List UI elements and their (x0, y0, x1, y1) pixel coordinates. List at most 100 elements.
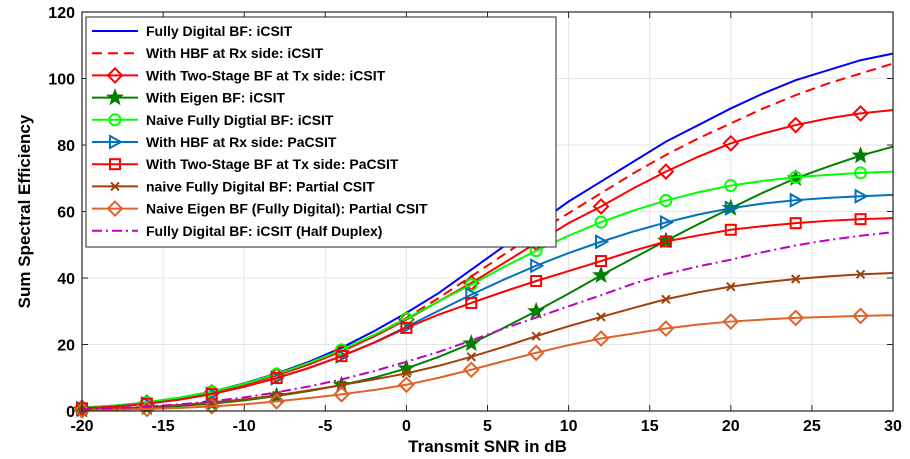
x-tick-label: -15 (152, 418, 175, 435)
data-point (106, 200, 124, 218)
data-point (397, 359, 416, 377)
data-point (722, 313, 740, 330)
x-tick-label: 30 (884, 418, 902, 435)
data-point (531, 331, 541, 341)
data-point (855, 269, 866, 280)
data-point (400, 321, 413, 334)
data-point (462, 361, 480, 379)
x-tick-label: -20 (70, 418, 93, 435)
y-tick-label: 20 (57, 338, 75, 355)
data-point (787, 309, 805, 327)
series-layer (73, 52, 894, 419)
legend-label: With HBF at Rx side: PaCSIT (146, 134, 337, 150)
data-point (108, 113, 122, 127)
data-point (789, 170, 803, 184)
x-tick-label: -10 (233, 418, 256, 435)
legend-item: With Two-Stage BF at Tx side: PaCSIT (92, 156, 399, 172)
data-point (106, 66, 124, 84)
series-7 (76, 213, 894, 415)
data-point (852, 104, 869, 122)
legend-label: naive Fully Digital BF: Partial CSIT (146, 178, 375, 194)
legend-item: Fully Digital BF: iCSIT (92, 23, 293, 39)
series-10 (81, 231, 894, 411)
y-tick-label: 80 (57, 138, 75, 155)
data-point (854, 213, 867, 226)
legend-label: Fully Digital BF: iCSIT (146, 23, 293, 39)
x-tick-label: 10 (560, 418, 578, 435)
series-9 (73, 307, 894, 419)
data-point (333, 385, 350, 403)
data-point (106, 88, 124, 106)
axes (81, 11, 894, 412)
data-point (401, 368, 412, 379)
legend-item: Naive Eigen BF (Fully Digital): Partial … (92, 200, 428, 218)
data-point (726, 281, 736, 292)
data-point (530, 258, 545, 274)
data-point (852, 307, 869, 325)
y-tick-label: 40 (57, 271, 75, 288)
data-point (790, 274, 801, 284)
y-tick-label: 0 (66, 404, 75, 421)
legend-item: With Two-Stage BF at Tx side: iCSIT (92, 66, 386, 84)
legend-item: Naive Fully Digtial BF: iCSIT (92, 112, 334, 128)
data-point (724, 179, 738, 193)
data-point (854, 166, 868, 180)
data-point (465, 296, 478, 309)
data-point (787, 116, 805, 134)
data-point (659, 235, 672, 248)
data-point (595, 234, 610, 250)
data-point (109, 158, 121, 171)
data-point (851, 146, 870, 164)
y-axis-label: Sum Spectral Efficiency (15, 114, 34, 308)
data-point (789, 217, 802, 230)
tick-labels: -20 -15 -10 -5 0 5 10 15 20 25 30 0 20 40 60 80 100 120 (48, 5, 902, 435)
legend-label: Naive Fully Digtial BF: iCSIT (146, 112, 334, 128)
legend-item: With HBF at Rx side: iCSIT (92, 45, 324, 61)
data-point (596, 312, 606, 322)
data-point (724, 223, 737, 236)
data-point (268, 392, 286, 410)
data-point (527, 301, 546, 319)
legend-label: With HBF at Rx side: iCSIT (146, 45, 324, 61)
data-point (336, 380, 347, 390)
y-tick-label: 60 (57, 205, 75, 222)
data-point (594, 215, 608, 229)
legend-item: naive Fully Digital BF: Partial CSIT (92, 178, 375, 194)
data-point (595, 255, 608, 268)
data-point (592, 265, 610, 283)
data-point (110, 181, 120, 192)
data-point (335, 350, 348, 363)
data-point (530, 274, 543, 287)
data-point (397, 376, 415, 394)
series-8 (77, 269, 894, 415)
x-tick-label: 15 (641, 418, 659, 435)
x-tick-label: 20 (722, 418, 740, 435)
data-point (657, 320, 675, 337)
series-line (81, 231, 894, 411)
legend: Fully Digital BF: iCSIT With HBF at Rx si… (85, 16, 557, 248)
series-line (81, 272, 894, 411)
legend-label: Naive Eigen BF (Fully Digital): Partial … (146, 201, 428, 217)
legend-label: With Two-Stage BF at Tx side: iCSIT (146, 67, 386, 83)
data-point (73, 401, 91, 419)
x-tick-label: 25 (803, 418, 821, 435)
legend-label: With Eigen BF: iCSIT (146, 90, 286, 106)
legend-item: With HBF at Rx side: PaCSIT (92, 134, 337, 150)
legend-item: With Eigen BF: iCSIT (92, 88, 286, 106)
data-point (466, 352, 476, 362)
data-point (722, 134, 740, 152)
data-point (789, 192, 804, 208)
legend-item: Fully Digital BF: iCSIT (Half Duplex) (92, 223, 382, 239)
data-point (592, 198, 610, 215)
x-axis-label: Transmit SNR in dB (408, 437, 567, 456)
data-point (659, 214, 675, 231)
data-point (724, 200, 739, 216)
data-point (854, 188, 869, 204)
y-tick-label: 100 (48, 72, 75, 89)
data-point (527, 344, 545, 362)
x-tick-label: -5 (318, 418, 332, 435)
data-point (657, 163, 675, 181)
data-point (109, 134, 124, 150)
legend-box (85, 16, 557, 248)
